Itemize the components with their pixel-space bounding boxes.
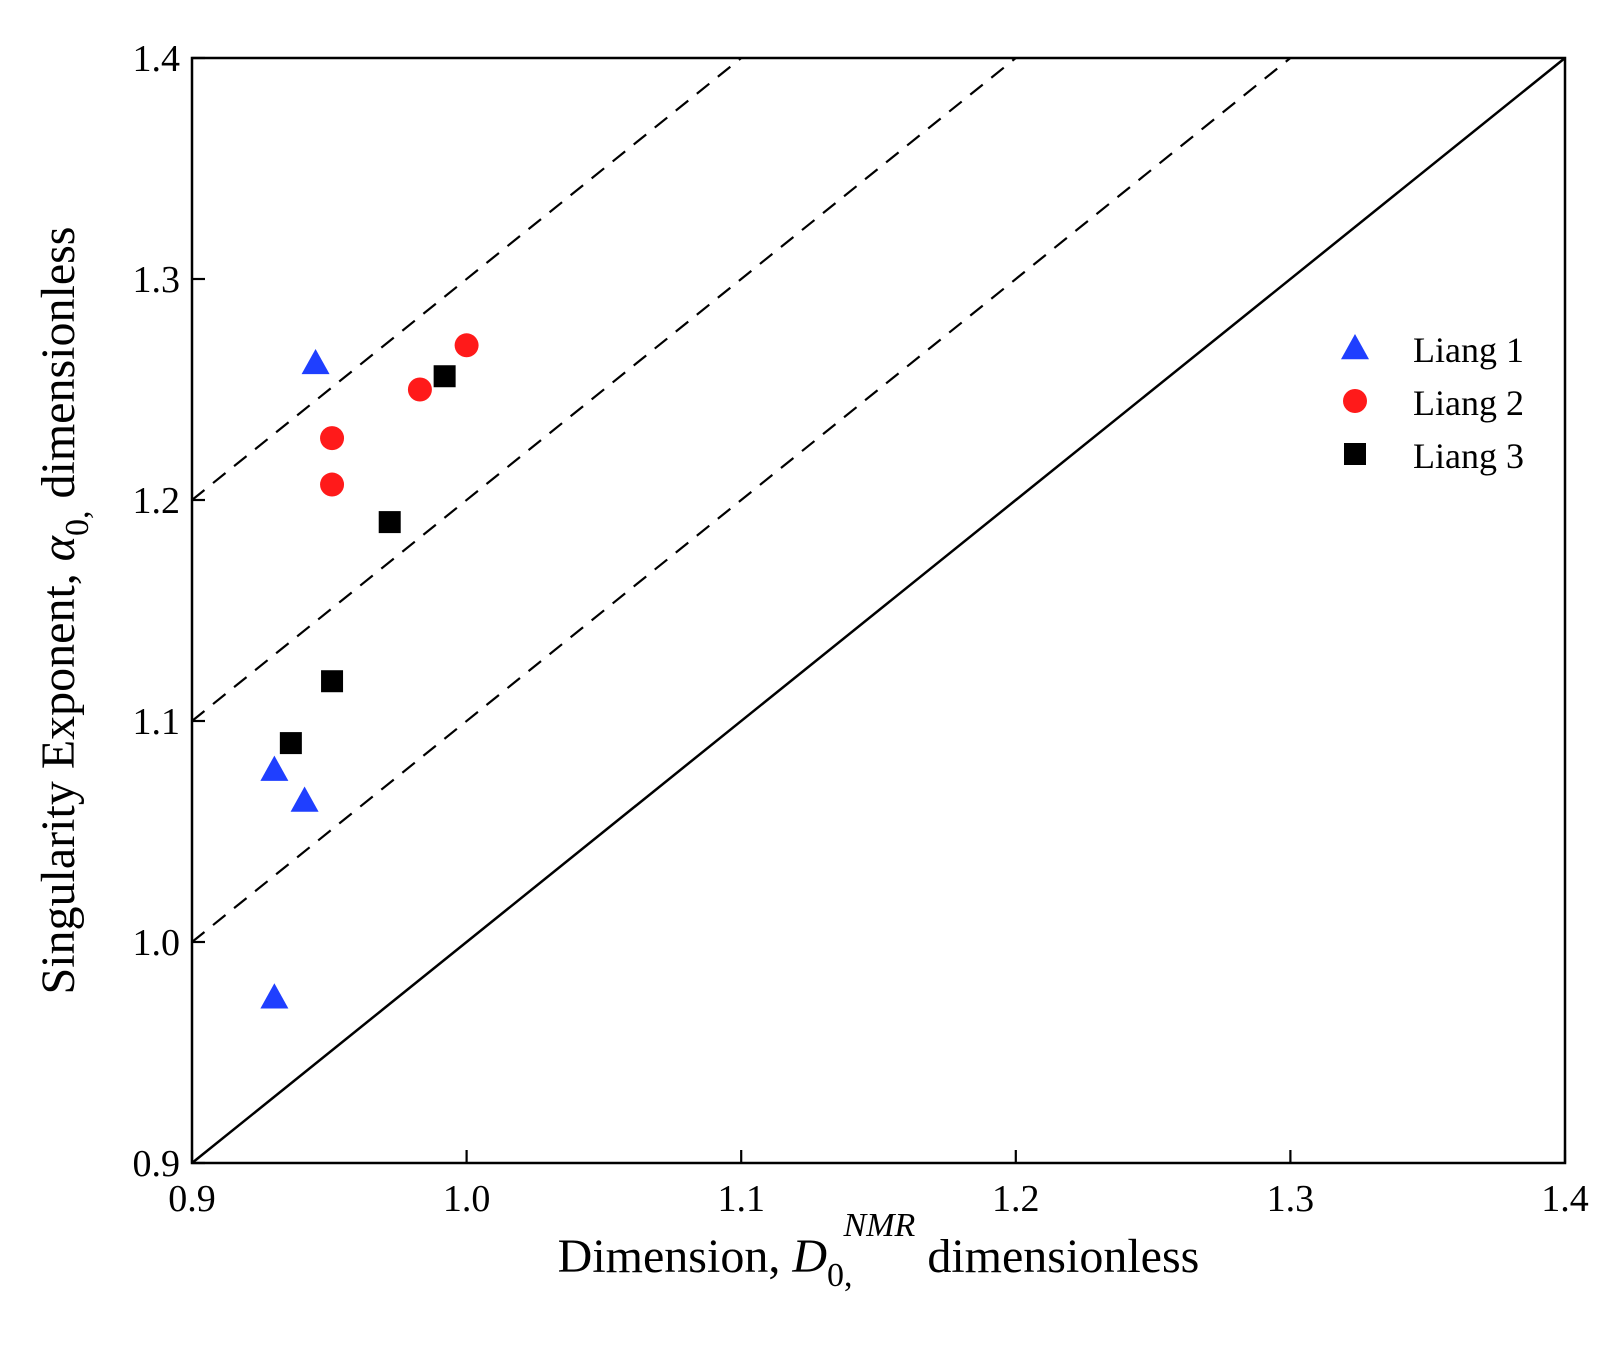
reference-lines bbox=[191, 57, 1566, 1164]
identity-line bbox=[191, 57, 1566, 1164]
y-tick-label: 1.3 bbox=[133, 259, 181, 301]
dashed-offset-line-3 bbox=[191, 57, 742, 501]
y-tick-label: 0.9 bbox=[133, 1143, 181, 1185]
data-point-liang-1 bbox=[290, 786, 319, 812]
legend-marker-1 bbox=[1341, 334, 1369, 360]
dashed-offset-line-1 bbox=[191, 57, 1292, 943]
x-tick-label: 0.9 bbox=[168, 1178, 216, 1220]
data-point-liang-2 bbox=[407, 377, 432, 402]
data-point-liang-3 bbox=[279, 732, 302, 755]
legend-label-1: Liang 1 bbox=[1413, 330, 1524, 370]
data-point-liang-3 bbox=[321, 670, 344, 693]
y-axis-title: Singularity Exponent, α0, dimensionless bbox=[32, 227, 96, 995]
axis-ticks: 0.9 1.0 1.1 1.2 1.3 1.4 0.9 1.0 1.1 1.2 1.3 1.4 bbox=[133, 38, 1589, 1220]
legend-label-3: Liang 3 bbox=[1413, 436, 1524, 476]
y-tick-label: 1.1 bbox=[133, 701, 181, 743]
x-tick-label: 1.0 bbox=[443, 1178, 491, 1220]
x-tick-label: 1.1 bbox=[717, 1178, 765, 1220]
data-point-liang-3 bbox=[433, 365, 456, 388]
data-point-liang-2 bbox=[454, 333, 479, 358]
x-tick-label: 1.2 bbox=[992, 1178, 1040, 1220]
data-point-liang-1 bbox=[260, 983, 289, 1009]
x-tick-label: 1.3 bbox=[1267, 1178, 1315, 1220]
legend: Liang 1 Liang 2 Liang 3 bbox=[1341, 330, 1524, 476]
data-point-liang-2 bbox=[320, 472, 345, 497]
legend-marker-2 bbox=[1343, 389, 1367, 413]
y-tick-label: 1.4 bbox=[133, 38, 181, 80]
plot-frame bbox=[190, 56, 1567, 1165]
data-point-liang-1 bbox=[260, 755, 289, 781]
x-axis-title: Dimension, D0,NMR dimensionless bbox=[558, 1207, 1200, 1294]
data-point-liang-2 bbox=[320, 426, 345, 451]
legend-marker-3 bbox=[1344, 443, 1366, 465]
y-tick-label: 1.0 bbox=[133, 922, 181, 964]
data-point-liang-1 bbox=[301, 348, 330, 375]
y-tick-label: 1.2 bbox=[133, 480, 181, 522]
dashed-offset-line-2 bbox=[191, 57, 1017, 722]
legend-label-2: Liang 2 bbox=[1413, 383, 1524, 423]
x-tick-label: 1.4 bbox=[1541, 1178, 1589, 1220]
data-point-liang-3 bbox=[378, 511, 401, 534]
data-markers bbox=[260, 333, 479, 1009]
